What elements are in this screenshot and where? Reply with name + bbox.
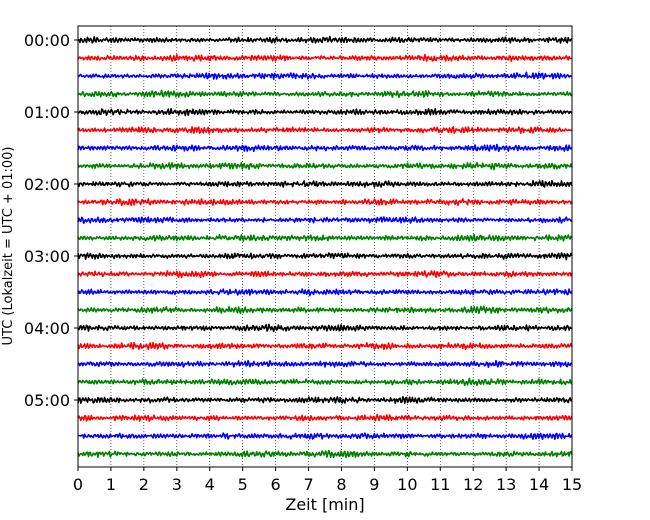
plot-background [78,26,572,467]
trace-line [77,179,573,188]
x-tick-label: 6 [271,475,281,494]
trace-line [77,449,573,459]
trace-line [77,288,573,297]
plot-frame [77,25,573,468]
x-tick-label: 5 [238,475,248,494]
trace-line [77,377,573,387]
y-axis-ticks: 00:00 01:00 02:00 03:00 04:00 05:00 [24,31,78,410]
trace-line [77,143,573,153]
y-tick-label: 05:00 [24,391,70,410]
y-tick-label: 00:00 [24,31,70,50]
trace-line [77,198,573,207]
x-tick-label: 0 [73,475,83,494]
trace-line [77,396,573,405]
x-tick-label: 7 [303,475,313,494]
trace-line [77,323,573,333]
trace-line [77,35,573,44]
x-tick-label: 15 [562,475,582,494]
trace-line [77,270,573,279]
x-axis-ticks: 0 1 2 3 4 5 6 7 8 9 10 11 12 13 14 15 [73,467,582,494]
y-tick-label: 01:00 [24,103,70,122]
trace-line [77,161,573,171]
trace-line [77,126,573,134]
seismogram-traces [77,35,573,459]
x-axis-label: Zeit [min] [285,495,364,514]
trace-line [77,359,573,368]
x-tick-label: 1 [106,475,116,494]
trace-line [77,89,573,98]
trace-line [77,107,573,117]
x-tick-label: 10 [397,475,417,494]
trace-line [77,71,573,80]
trace-line [77,341,573,351]
trace-line [77,216,573,225]
x-tick-label: 4 [205,475,215,494]
trace-line [77,233,573,242]
y-axis-label: UTC (Lokalzeit = UTC + 01:00) [1,147,16,346]
trace-line [77,432,573,441]
y-tick-label: 03:00 [24,247,70,266]
x-tick-label: 8 [336,475,346,494]
trace-line [77,53,573,62]
x-tick-label: 9 [369,475,379,494]
y-tick-label: 02:00 [24,175,70,194]
x-tick-label: 3 [172,475,182,494]
trace-line [77,413,573,422]
x-tick-label: 11 [430,475,450,494]
trace-line [77,305,573,315]
y-tick-label: 04:00 [24,319,70,338]
trace-line [77,252,573,261]
x-tick-label: 2 [139,475,149,494]
plot-area [77,25,573,468]
x-tick-label: 12 [463,475,483,494]
x-tick-label: 14 [529,475,549,494]
x-tick-label: 13 [496,475,516,494]
